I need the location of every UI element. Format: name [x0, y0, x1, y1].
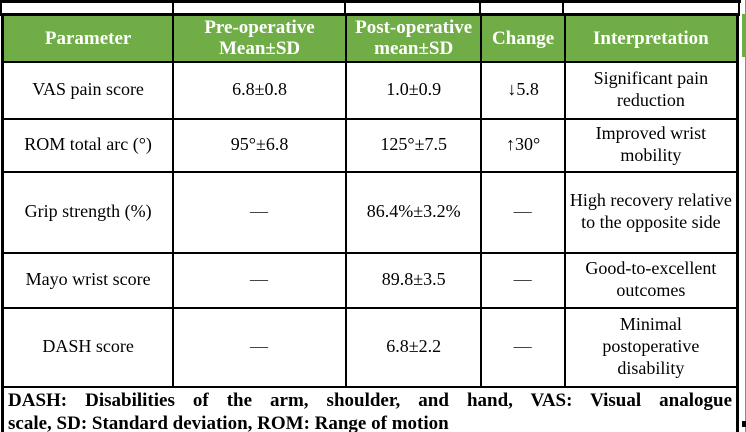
table-footnote: DASH: Disabilities of the arm, shoulder,…	[1, 385, 739, 432]
footnote-row: DASH: Disabilities of the arm, shoulder,…	[1, 385, 739, 432]
cell-parameter: Grip strength (%)	[1, 170, 175, 254]
header-preoperative: Pre-operative Mean±SD	[172, 13, 347, 63]
cell-post: 86.4%±3.2%	[344, 170, 483, 254]
cell-post: 125°±7.5	[344, 117, 483, 173]
header-parameter: Parameter	[1, 13, 175, 63]
column-border-remnant	[172, 3, 174, 16]
cell-interpretation: Significant pain reduction	[563, 60, 739, 120]
cell-pre: —	[172, 251, 347, 309]
footnote-line-2: scale, SD: Standard deviation, ROM: Rang…	[8, 412, 449, 432]
header-interpretation: Interpretation	[563, 13, 739, 63]
cell-change: ↓5.8	[480, 60, 566, 120]
cell-interpretation: High recovery relative to the opposite s…	[563, 170, 739, 254]
cropped-row-remnant-top	[0, 0, 746, 16]
cell-interpretation: Improved wrist mobility	[563, 117, 739, 173]
cell-parameter: Mayo wrist score	[1, 251, 175, 309]
table-row: VAS pain score 6.8±0.8 1.0±0.9 ↓5.8 Sign…	[1, 60, 739, 120]
cell-interpretation: Minimal postoperative disability	[563, 306, 739, 388]
table-row: Grip strength (%) — 86.4%±3.2% — High re…	[1, 170, 739, 254]
cell-pre: —	[172, 306, 347, 388]
cell-pre: —	[172, 170, 347, 254]
cell-post: 1.0±0.9	[344, 60, 483, 120]
cell-change: ↑30°	[480, 117, 566, 173]
cell-parameter: VAS pain score	[1, 60, 175, 120]
cell-parameter: ROM total arc (°)	[1, 117, 175, 173]
cell-parameter: DASH score	[1, 306, 175, 388]
cropped-content-remnant-right	[741, 0, 746, 432]
table-row: ROM total arc (°) 95°±6.8 125°±7.5 ↑30° …	[1, 117, 739, 173]
outcomes-table: Parameter Pre-operative Mean±SD Post-ope…	[1, 13, 739, 432]
column-border-remnant	[738, 3, 740, 16]
header-row: Parameter Pre-operative Mean±SD Post-ope…	[1, 13, 739, 63]
header-postoperative: Post-operative mean±SD	[344, 13, 483, 63]
column-border-remnant	[479, 3, 481, 16]
cell-change: —	[480, 251, 566, 309]
column-border-remnant	[344, 3, 346, 16]
column-border-remnant	[562, 3, 564, 16]
footnote-line-1: DASH: Disabilities of the arm, shoulder,…	[8, 389, 732, 411]
cell-pre: 6.8±0.8	[172, 60, 347, 120]
cell-post: 89.8±3.5	[344, 251, 483, 309]
column-border-remnant	[0, 3, 2, 16]
table-row: Mayo wrist score — 89.8±3.5 — Good-to-ex…	[1, 251, 739, 309]
header-change: Change	[480, 13, 566, 63]
cell-post: 6.8±2.2	[344, 306, 483, 388]
cell-change: —	[480, 306, 566, 388]
green-header-remnant	[742, 14, 746, 57]
cell-pre: 95°±6.8	[172, 117, 347, 173]
table-row: DASH score — 6.8±2.2 — Minimal postopera…	[1, 306, 739, 388]
cell-change: —	[480, 170, 566, 254]
row-border-remnant	[742, 421, 746, 427]
cell-interpretation: Good-to-excellent outcomes	[563, 251, 739, 309]
